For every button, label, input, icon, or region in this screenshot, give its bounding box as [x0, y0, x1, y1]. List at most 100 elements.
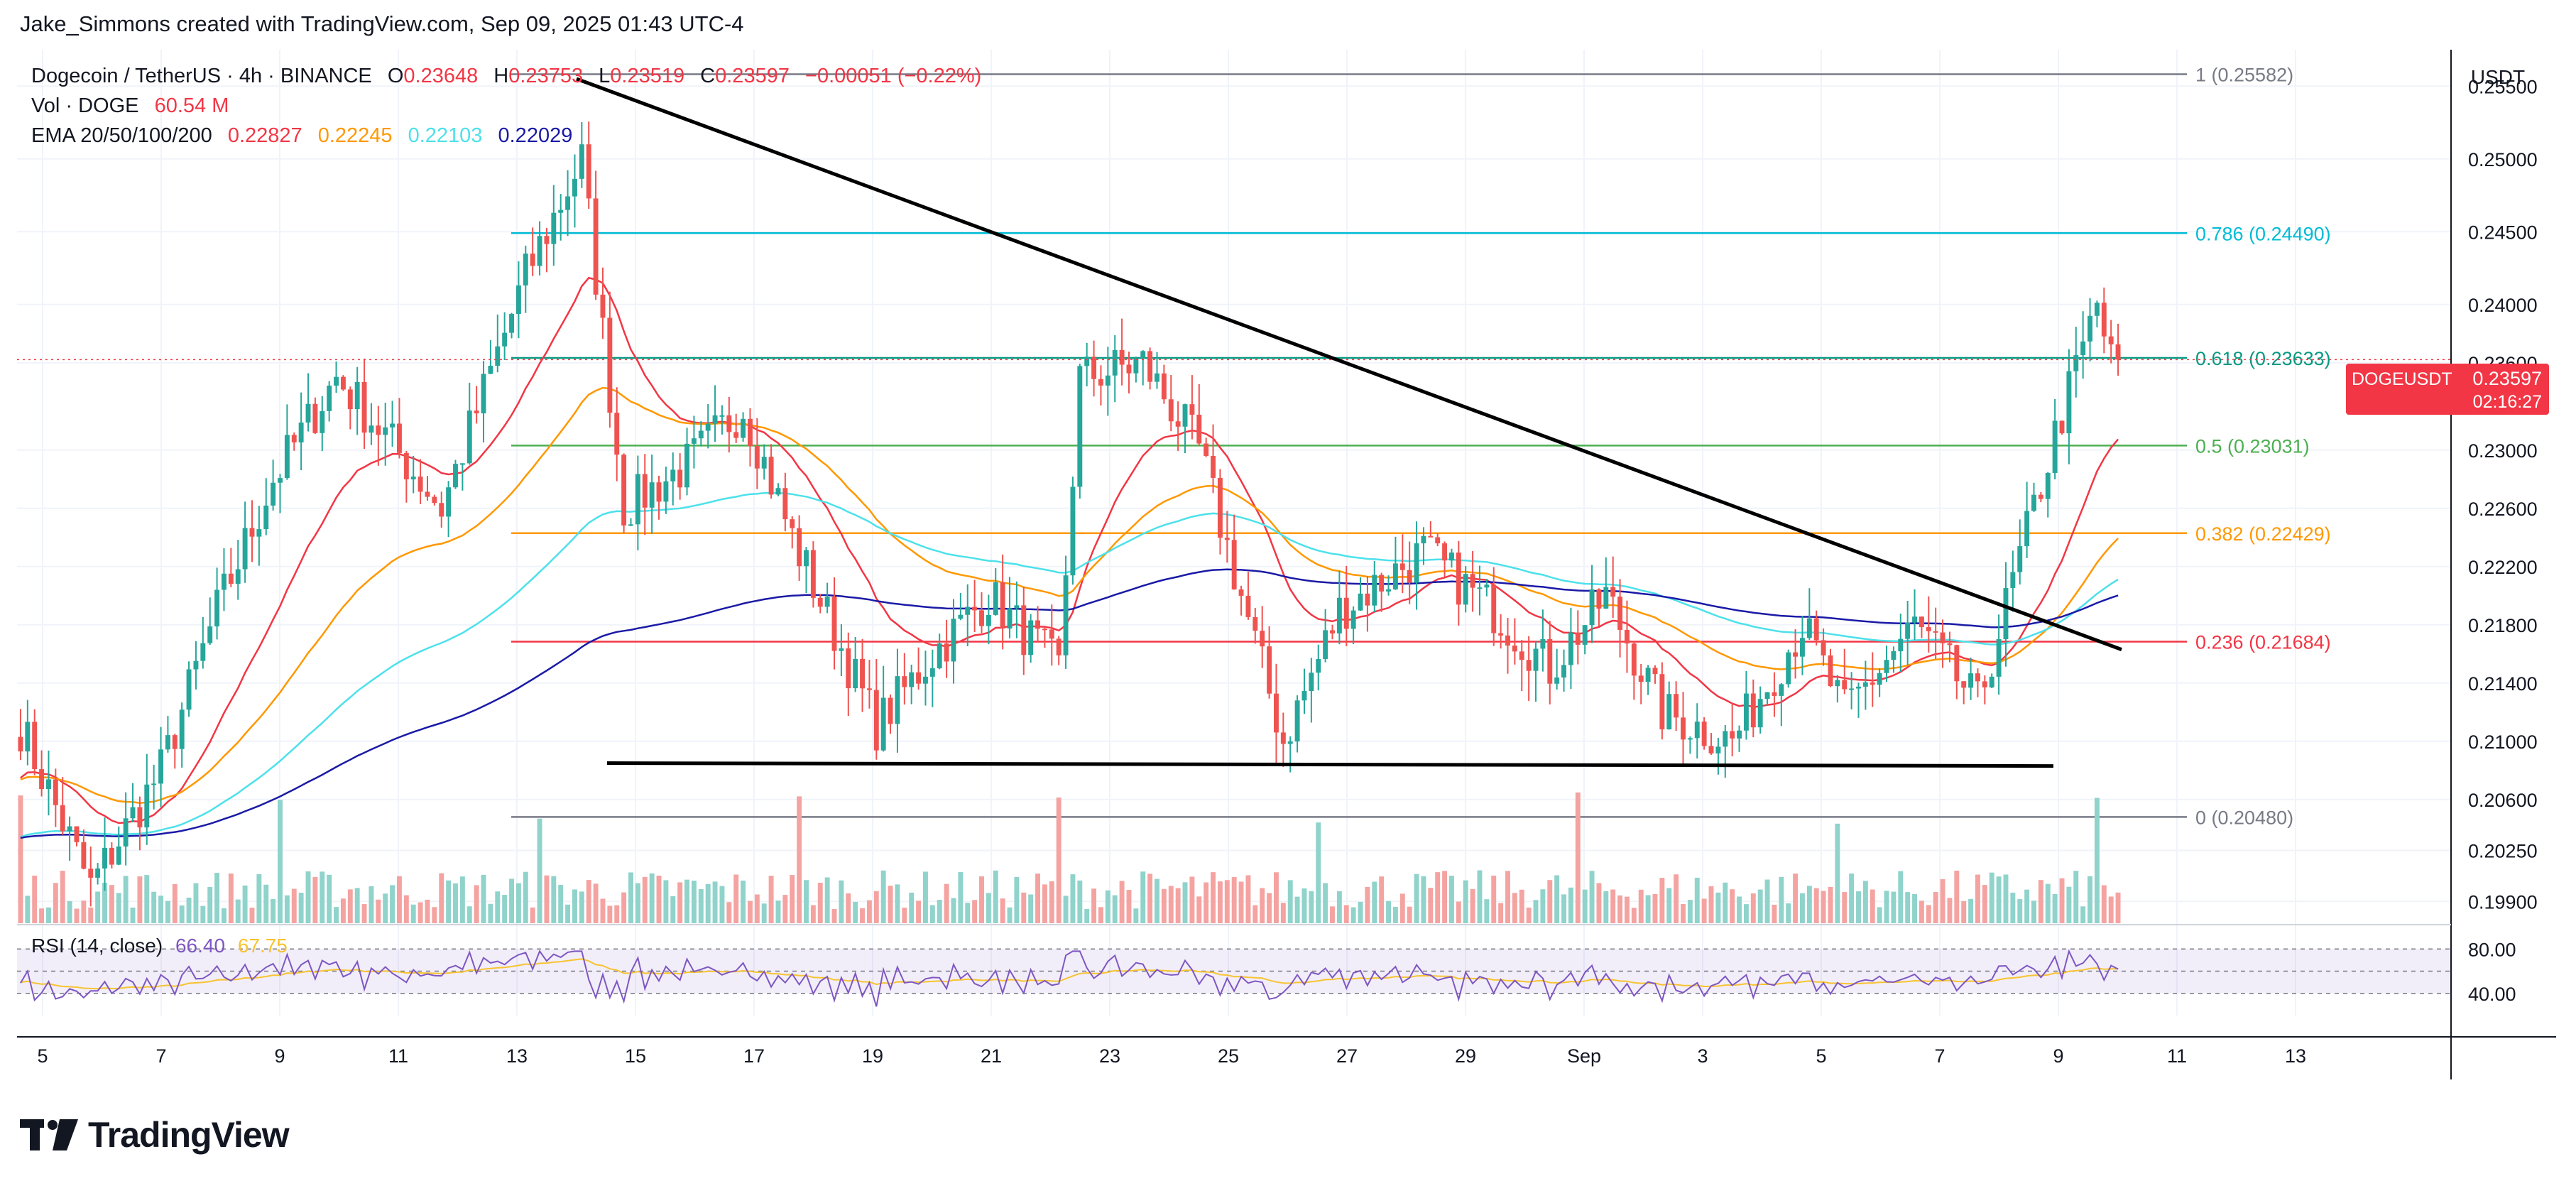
volume-bar — [432, 907, 437, 923]
candle-body — [1631, 643, 1637, 676]
volume-bar — [1968, 898, 1974, 923]
candle-body — [1842, 680, 1848, 690]
volume-bar — [719, 886, 725, 923]
volume-bar — [488, 903, 493, 923]
volume-bar — [846, 893, 851, 923]
rsi-legend[interactable]: RSI (14, close) 66.40 67.75 — [31, 935, 288, 957]
candle-body — [768, 457, 774, 495]
rsi-ma-value: 67.75 — [237, 935, 288, 957]
candle-body — [600, 294, 606, 318]
volume-bar — [228, 874, 234, 923]
volume-bar — [1512, 893, 1517, 923]
volume-bar — [172, 883, 178, 923]
volume-bar — [1112, 895, 1118, 923]
candle-body — [1105, 375, 1110, 386]
currency-label[interactable]: USDT — [2470, 66, 2526, 88]
volume-bar — [2045, 883, 2051, 923]
volume-bar — [1007, 907, 1013, 923]
price-tick-label: 0.21800 — [2468, 615, 2538, 636]
candle-body — [1147, 351, 1153, 382]
candle-body — [1456, 553, 1461, 605]
volume-bar — [1582, 889, 1588, 923]
candle-body — [1687, 738, 1693, 740]
candle-body — [474, 410, 479, 414]
tradingview-logo[interactable]: TradingView — [20, 1114, 290, 1156]
candle-body — [1849, 688, 1855, 690]
volume-bar — [186, 897, 192, 923]
candle-body — [1365, 593, 1370, 606]
volume-bar — [1617, 895, 1623, 923]
candle-body — [748, 418, 753, 447]
volume-bar — [361, 904, 367, 923]
volume-bar — [1779, 876, 1784, 923]
candle-body — [684, 443, 689, 488]
candle-body — [733, 432, 739, 438]
candle-body — [1772, 692, 1777, 696]
candle-body — [1596, 589, 1602, 609]
candle-body — [1126, 364, 1132, 374]
volume-bar — [1708, 886, 1714, 923]
volume-bar — [39, 908, 45, 923]
candle-body — [1238, 589, 1244, 596]
volume-bar — [712, 881, 718, 923]
candle-body — [1856, 686, 1861, 689]
candle-body — [1708, 746, 1714, 754]
volume-bar — [993, 870, 998, 923]
volume-bar — [782, 895, 788, 923]
candle-body — [1674, 694, 1679, 718]
volume-bar — [1561, 894, 1566, 923]
volume-bar — [439, 873, 444, 923]
volume-bar — [1610, 889, 1616, 923]
volume-bar — [453, 883, 458, 923]
candle-body — [1926, 627, 1931, 631]
volume-bar — [151, 891, 157, 923]
candle-body — [1568, 632, 1573, 665]
candle-body — [1603, 587, 1609, 609]
candle-body — [2045, 472, 2051, 499]
candle-body — [1217, 477, 1223, 538]
price-tick-label: 0.21000 — [2468, 731, 2538, 753]
candle-body — [2059, 420, 2065, 434]
candle-body — [1070, 486, 1076, 576]
time-tick-label: 17 — [743, 1045, 765, 1067]
candle-body — [242, 528, 248, 570]
candle-body — [2017, 546, 2023, 572]
volume-bar — [923, 871, 928, 923]
candle-body — [1484, 584, 1490, 588]
volume-bar — [1070, 874, 1076, 923]
candle-body — [2010, 572, 2016, 588]
candle-body — [1821, 640, 1826, 655]
ohlc-o-key: O — [387, 65, 404, 87]
volume-bar — [502, 895, 508, 923]
volume-bar — [1982, 885, 1987, 923]
candle-body — [923, 676, 928, 684]
candle-body — [354, 381, 360, 410]
time-tick-label: 11 — [388, 1045, 408, 1067]
candle-body — [1912, 616, 1917, 623]
ema200-value: 0.22029 — [498, 124, 573, 147]
volume-bar — [481, 874, 486, 923]
volume-bar — [474, 885, 479, 923]
candle-body — [158, 749, 163, 784]
volume-bar — [1042, 884, 1047, 923]
symbol-legend[interactable]: Dogecoin / TetherUS · 4h · BINANCE O0.23… — [31, 61, 981, 151]
candle-body — [509, 314, 514, 333]
candle-body — [1274, 693, 1279, 733]
volume-bar — [705, 883, 711, 923]
candle-body — [271, 482, 276, 506]
candle-body — [726, 415, 732, 432]
volume-bar — [1301, 888, 1307, 923]
candle-body — [383, 427, 388, 435]
volume-bar — [1260, 888, 1265, 923]
volume-bar — [2094, 798, 2100, 923]
candle-body — [1336, 597, 1342, 633]
volume-bar — [1091, 888, 1097, 923]
time-tick-label: 7 — [155, 1045, 166, 1067]
price-tick-label: 0.22200 — [2468, 557, 2538, 578]
volume-bar — [1821, 891, 1826, 923]
candle-body — [1287, 741, 1293, 744]
volume-bar — [1625, 896, 1630, 923]
candle-body — [1898, 638, 1904, 652]
candle-body — [530, 254, 535, 266]
